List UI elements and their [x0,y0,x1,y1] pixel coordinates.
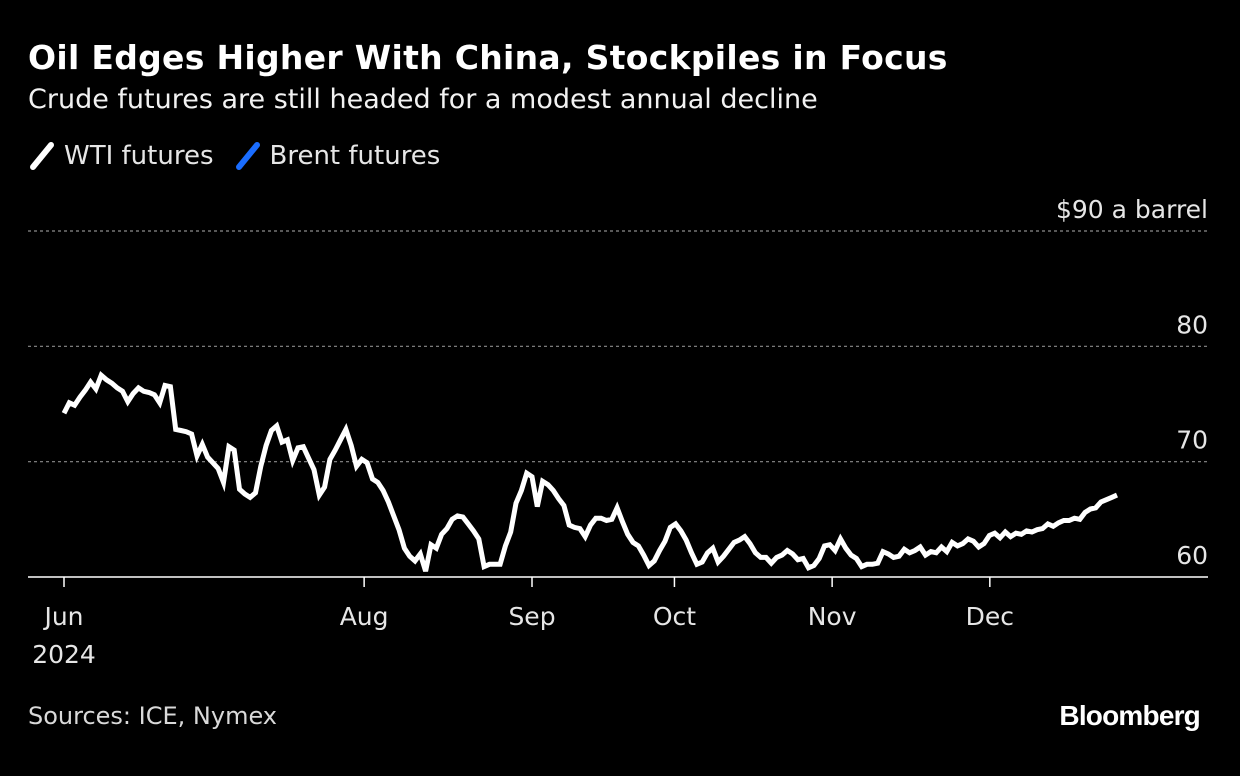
x-tick-label-oct: Oct [653,602,696,631]
source-note: Sources: ICE, Nymex [28,702,277,730]
legend-item-brent: Brent futures [234,140,441,172]
chart-legend: WTI futures Brent futures [28,140,460,172]
legend-swatch-brent [235,142,260,170]
x-tick-label-nov: Nov [808,602,857,631]
y-tick-label-70: 70 [1176,426,1208,455]
x-tick-label-sep: Sep [508,602,555,631]
x-tick-sublabel-jun: 2024 [32,640,96,669]
legend-swatch-wti [30,142,54,170]
y-tick-label-60: 60 [1176,541,1208,570]
x-tick-label-dec: Dec [966,602,1014,631]
legend-label-wti: WTI futures [64,141,214,171]
series-line-wti-futures [61,370,1118,572]
chart-title: Oil Edges Higher With China, Stockpiles … [28,38,948,77]
chart-subtitle: Crude futures are still headed for a mod… [28,84,818,115]
legend-label-brent: Brent futures [269,141,441,171]
x-tick-label-jun: Jun [42,602,83,631]
legend-item-wti: WTI futures [28,140,214,172]
y-tick-label-90: $90 a barrel [1056,195,1208,224]
y-tick-label-80: 80 [1176,310,1208,339]
x-tick-label-aug: Aug [340,602,389,631]
bloomberg-logo: Bloomberg [1059,700,1200,731]
